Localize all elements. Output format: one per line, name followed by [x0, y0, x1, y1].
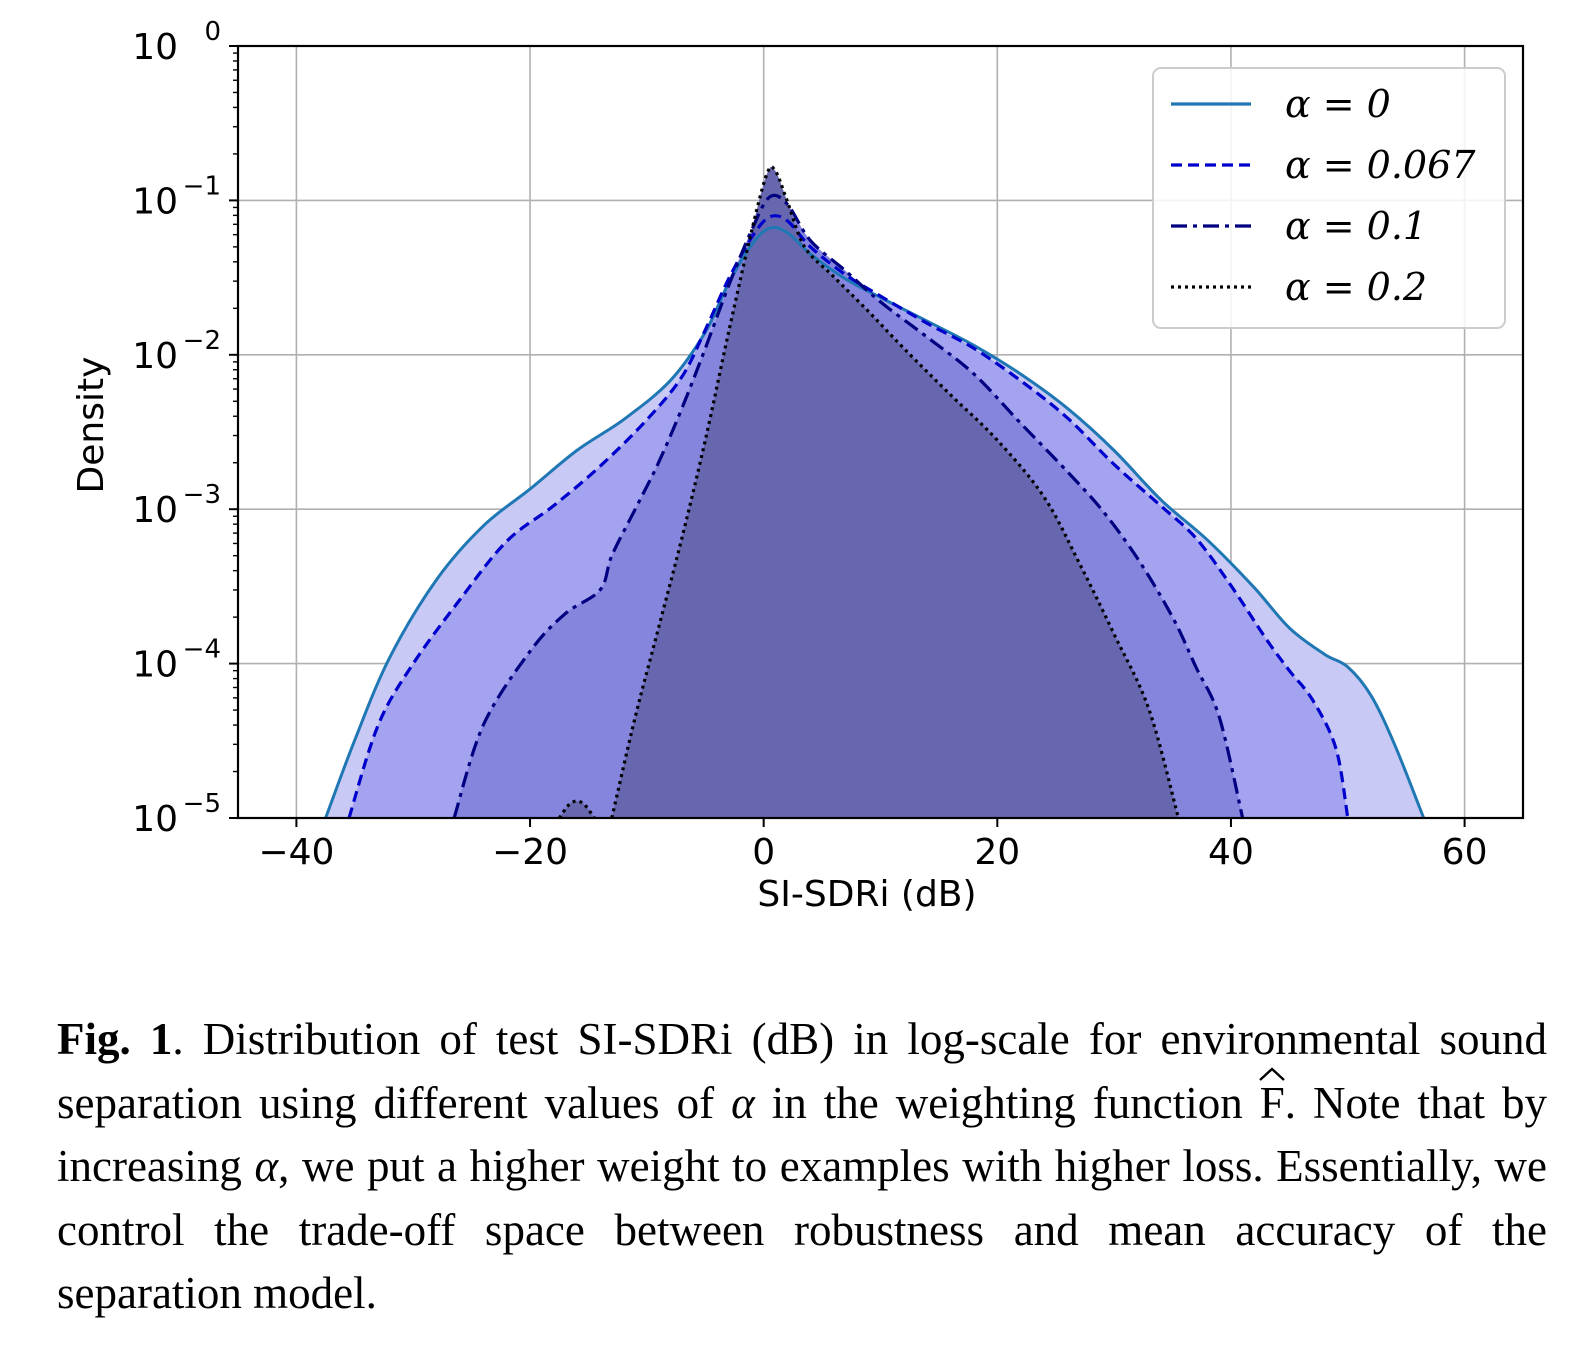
- y-tick-label-3: 10: [132, 336, 178, 377]
- legend-box: [1152, 67, 1506, 329]
- x-tick-label-2: 0: [752, 832, 775, 873]
- caption-text-c: . Note that by increasing: [57, 1077, 1548, 1192]
- caption-alpha-2: α: [254, 1141, 279, 1191]
- y-tick-label-2: 10: [132, 490, 178, 531]
- series-fill-3: [611, 166, 1179, 818]
- series-line-0: [324, 226, 1426, 819]
- x-tick-label-3: 20: [974, 832, 1020, 873]
- caption-func: F: [1259, 1077, 1285, 1128]
- y-tick-exponent-5: 0: [204, 17, 221, 47]
- legend-label-1: α = 0.067: [1285, 143, 1476, 187]
- legend-label-3: α = 0.2: [1285, 265, 1427, 309]
- y-tick-exponent-2: −3: [183, 480, 221, 510]
- legend-label-2: α = 0.1: [1285, 204, 1427, 248]
- series-line-1: [347, 214, 1350, 819]
- legend: α = 0 α = 0.067 α = 0.1 α = 0.2: [1152, 67, 1506, 329]
- x-tick-label-5: 60: [1442, 832, 1488, 873]
- y-tick-label-5: 10: [132, 27, 178, 68]
- x-axis-label: SI-SDRi (dB): [757, 874, 976, 915]
- y-tick-exponent-1: −4: [183, 635, 221, 665]
- y-tick-label-4: 10: [132, 181, 178, 222]
- blob-line: [557, 799, 596, 819]
- series-line-2: [452, 193, 1245, 819]
- y-tick-exponent-0: −5: [183, 789, 221, 819]
- hat-icon: [1258, 1066, 1285, 1081]
- series-lines: [324, 165, 1426, 819]
- caption-alpha-1: α: [731, 1077, 755, 1128]
- x-tick-label-4: 40: [1208, 832, 1254, 873]
- plot-frame: [236, 44, 1525, 820]
- figure-caption: Fig. 1. Distribution of test SI-SDRi (dB…: [57, 1008, 1547, 1326]
- caption-function-symbol: F: [1258, 1066, 1285, 1136]
- caption-text-a: . Distribution of test SI-SDRi (dB) in l…: [57, 1014, 1547, 1128]
- y-tick-label-0: 10: [132, 799, 178, 840]
- y-tick-exponent-4: −1: [183, 171, 221, 201]
- caption-label: Fig. 1: [57, 1014, 173, 1064]
- x-tick-label-1: −20: [492, 832, 568, 873]
- y-axis-label: Density: [71, 357, 112, 494]
- blob-fill: [559, 801, 595, 818]
- y-tick-exponent-3: −2: [183, 326, 221, 356]
- x-tick-label-0: −40: [258, 832, 334, 873]
- caption-text-b: in the weighting function: [754, 1077, 1260, 1128]
- legend-label-0: α = 0: [1285, 82, 1391, 126]
- series-fills: [325, 166, 1424, 818]
- x-ticks: −40 −20 0 20 40 60: [258, 818, 1487, 873]
- caption-text-d: , we put a higher weight to examples wit…: [57, 1141, 1547, 1318]
- series-line-3: [610, 165, 1180, 819]
- axes: [236, 44, 1525, 820]
- y-tick-label-1: 10: [132, 645, 178, 686]
